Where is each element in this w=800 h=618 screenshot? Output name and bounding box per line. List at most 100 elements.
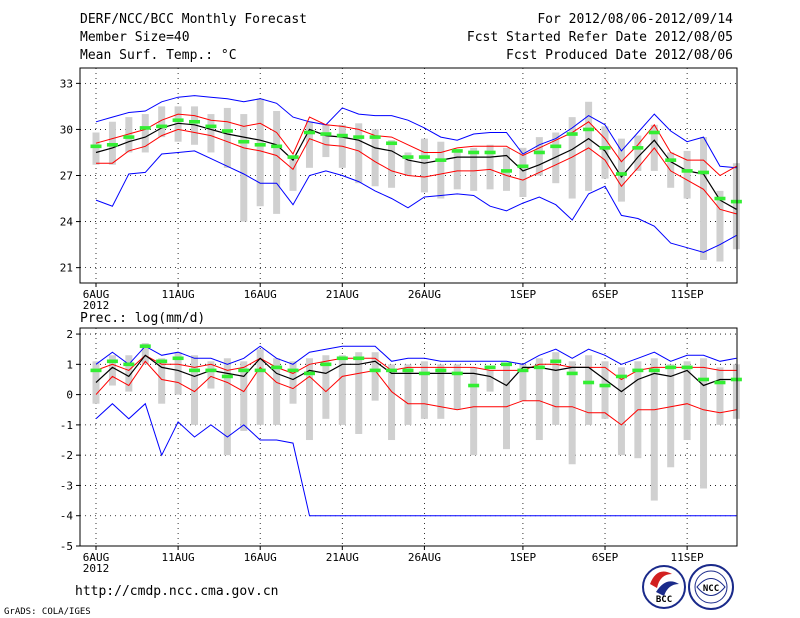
median-marker	[369, 135, 381, 139]
ensemble-box	[207, 114, 215, 153]
series-spread-low-line	[95, 360, 737, 426]
ensemble-box	[322, 355, 330, 419]
median-marker	[254, 368, 266, 373]
ensemble-box	[700, 358, 708, 489]
median-marker	[583, 127, 595, 132]
ensemble-box	[92, 132, 100, 165]
median-marker	[418, 155, 430, 159]
ensemble-box	[289, 361, 297, 404]
y-tick-label: 33	[60, 77, 73, 90]
ensemble-box	[388, 364, 396, 441]
ensemble-box	[535, 137, 543, 176]
ensemble-box	[355, 352, 363, 434]
ensemble-box	[305, 358, 313, 441]
median-marker	[303, 371, 315, 376]
ncc-logo: NCC	[688, 564, 734, 610]
median-marker	[451, 371, 463, 376]
ensemble-box	[601, 361, 609, 419]
ensemble-box	[322, 124, 330, 158]
y-tick-label: 21	[60, 262, 73, 275]
median-marker	[205, 124, 217, 129]
ensemble-box	[289, 157, 297, 191]
median-marker	[435, 368, 447, 373]
ensemble-box	[585, 355, 593, 425]
median-marker	[615, 172, 627, 176]
median-marker	[517, 164, 529, 169]
x-tick-sublabel: 2012	[83, 562, 110, 575]
ensemble-box	[158, 358, 166, 404]
median-marker	[189, 368, 201, 373]
median-marker	[139, 344, 151, 348]
ensemble-box	[273, 111, 281, 214]
median-marker	[533, 150, 545, 155]
median-marker	[418, 371, 430, 376]
median-marker	[139, 126, 151, 130]
median-marker	[665, 158, 677, 162]
series-spread-high-line	[95, 354, 737, 381]
median-marker	[615, 374, 627, 379]
source-url: http://cmdp.ncc.cma.gov.cn	[75, 584, 279, 599]
ensemble-box	[470, 147, 478, 191]
median-marker	[681, 365, 693, 370]
ensemble-box	[141, 343, 149, 365]
median-marker	[583, 380, 595, 385]
y-tick-label: -4	[60, 510, 74, 523]
median-marker	[353, 135, 365, 139]
ensemble-box	[617, 367, 625, 456]
median-marker	[681, 169, 693, 173]
forecast-period: For 2012/08/06-2012/09/14	[537, 12, 733, 27]
median-marker	[566, 132, 578, 136]
ensemble-box	[568, 117, 576, 199]
ensemble-box	[420, 138, 428, 193]
ncc-logo-text: NCC	[703, 584, 719, 594]
ensemble-box	[256, 349, 264, 425]
ensemble-box	[371, 129, 379, 187]
median-marker	[353, 356, 365, 361]
ensemble-box	[256, 98, 264, 207]
x-tick-label: 21AUG	[326, 288, 359, 301]
ensemble-box	[667, 364, 675, 468]
x-tick-label: 1SEP	[510, 551, 537, 564]
y-tick-label: 2	[66, 328, 73, 341]
median-marker	[336, 133, 348, 138]
median-marker	[468, 383, 480, 388]
ensemble-box	[683, 361, 691, 441]
grads-credit: GrADS: COLA/IGES	[4, 607, 91, 617]
y-tick-label: -1	[60, 419, 73, 432]
ensemble-box	[568, 361, 576, 465]
y-tick-label: 1	[66, 358, 73, 371]
median-marker	[320, 132, 332, 136]
ensemble-box	[223, 358, 231, 456]
ensemble-box	[486, 144, 494, 190]
ensemble-box	[223, 107, 231, 168]
y-tick-label: 24	[60, 216, 74, 229]
plot-frame	[79, 327, 738, 547]
y-tick-label: 30	[60, 123, 73, 136]
series-max-line	[95, 345, 737, 365]
x-tick-label: 11AUG	[162, 551, 195, 564]
ensemble-box	[634, 135, 642, 171]
ensemble-box	[338, 355, 346, 425]
y-tick-label: 0	[66, 389, 73, 402]
median-marker	[550, 144, 562, 149]
ensemble-box	[437, 141, 445, 199]
ensemble-box	[174, 106, 182, 142]
median-marker	[254, 142, 266, 147]
y-tick-label: -3	[60, 479, 73, 492]
ensemble-box	[420, 361, 428, 419]
median-marker	[238, 368, 250, 373]
ensemble-box	[519, 364, 527, 401]
median-marker	[106, 142, 118, 147]
x-tick-label: 11SEP	[671, 551, 704, 564]
median-marker	[665, 365, 677, 370]
bcc-logo: BCC	[642, 565, 686, 609]
x-tick-label: 16AUG	[244, 288, 277, 301]
x-tick-label: 16AUG	[244, 551, 277, 564]
median-marker	[271, 365, 283, 370]
ensemble-box	[125, 355, 133, 392]
median-marker	[156, 124, 168, 129]
ensemble-box	[355, 123, 363, 184]
